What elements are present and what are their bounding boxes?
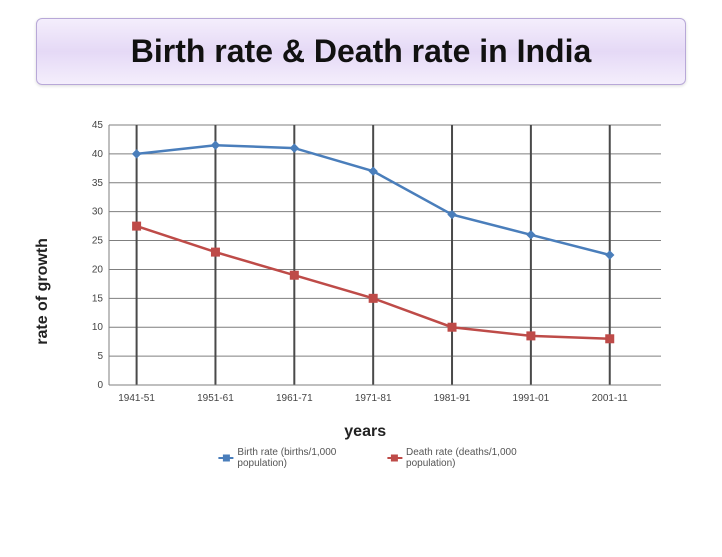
legend-swatch-birth <box>218 457 233 459</box>
svg-text:1981-91: 1981-91 <box>434 393 471 404</box>
legend-label-death: Death rate (deaths/1,000 population) <box>406 447 528 469</box>
legend: Birth rate (births/1,000 population) Dea… <box>218 447 528 469</box>
svg-text:5: 5 <box>97 351 103 362</box>
svg-text:1971-81: 1971-81 <box>355 393 392 404</box>
svg-text:30: 30 <box>92 207 104 218</box>
svg-text:10: 10 <box>92 322 104 333</box>
legend-item-death: Death rate (deaths/1,000 population) <box>387 447 528 469</box>
svg-text:20: 20 <box>92 264 104 275</box>
svg-text:1941-51: 1941-51 <box>118 393 155 404</box>
svg-text:2001-11: 2001-11 <box>592 393 628 404</box>
chart-title: Birth rate & Death rate in India <box>131 33 592 69</box>
chart-container: 0 5 10 15 20 25 30 35 40 45 1941-51 1951-61 1961-71 1… <box>51 115 671 475</box>
svg-text:35: 35 <box>92 178 104 189</box>
svg-text:1961-71: 1961-71 <box>276 393 313 404</box>
svg-text:40: 40 <box>92 149 104 160</box>
x-axis-label: years <box>344 423 386 441</box>
svg-text:45: 45 <box>92 120 104 131</box>
svg-text:0: 0 <box>97 380 103 391</box>
legend-item-birth: Birth rate (births/1,000 population) <box>218 447 351 469</box>
svg-text:1991-01: 1991-01 <box>513 393 550 404</box>
svg-text:15: 15 <box>92 293 104 304</box>
svg-text:1951-61: 1951-61 <box>197 393 234 404</box>
title-box: Birth rate & Death rate in India <box>36 18 686 85</box>
line-chart: 0 5 10 15 20 25 30 35 40 45 1941-51 1951-61 1961-71 1… <box>51 115 671 475</box>
y-axis-label: rate of growth <box>34 238 52 345</box>
legend-label-birth: Birth rate (births/1,000 population) <box>237 447 351 469</box>
svg-text:25: 25 <box>92 236 104 247</box>
legend-swatch-death <box>387 457 402 459</box>
